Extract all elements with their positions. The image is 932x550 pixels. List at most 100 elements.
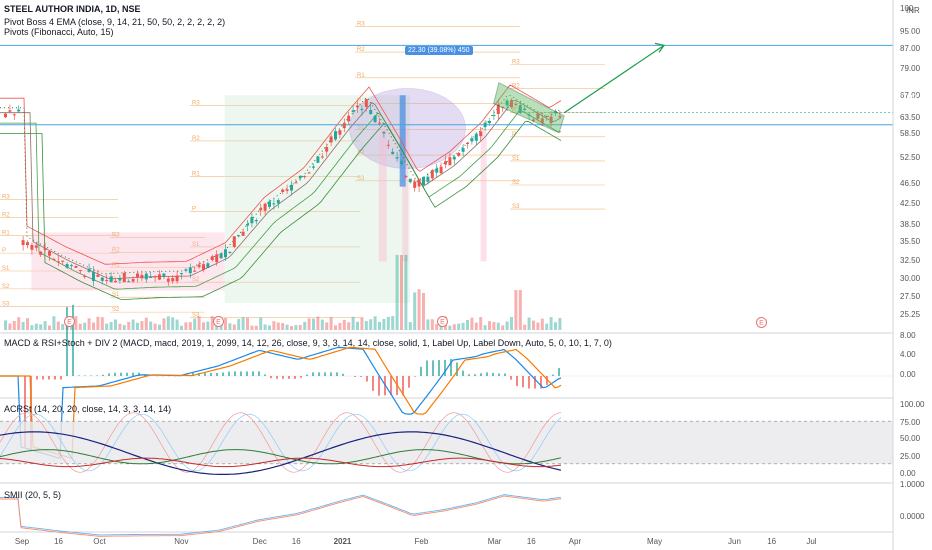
candle-body (118, 277, 122, 281)
macd-histogram-bar (276, 376, 278, 379)
candle-body (417, 179, 421, 187)
smii-axis-tick: 0.0000 (900, 512, 925, 521)
macd-histogram-bar (66, 306, 68, 376)
volume-bar (153, 323, 157, 330)
macd-histogram-bar (312, 372, 314, 376)
volume-bar (241, 317, 245, 330)
volume-bar (210, 316, 214, 330)
candle-body (303, 176, 307, 178)
macd-histogram-bar (54, 376, 56, 380)
price-tag-92: 92.00 (897, 32, 918, 41)
candle-body (540, 118, 544, 124)
candle-body (122, 272, 126, 283)
macd-histogram-bar (318, 372, 320, 376)
earnings-badge[interactable]: E (437, 316, 448, 327)
macd-histogram-bar (126, 372, 128, 376)
earnings-badge[interactable]: E (756, 317, 767, 328)
volume-bar (232, 324, 236, 330)
time-axis-tick: 2021 (334, 537, 352, 546)
volume-bar (290, 325, 293, 330)
measure-label: 22.30 (39.08%) 450 (405, 46, 473, 55)
candle-body (272, 203, 276, 205)
macd-histogram-bar (228, 371, 230, 376)
candle-body (158, 274, 161, 280)
volume-bar (312, 318, 315, 330)
candle-body (426, 176, 430, 182)
candle-body (202, 264, 205, 271)
candle-body (386, 144, 390, 146)
earnings-badge[interactable]: E (64, 316, 75, 327)
volume-bar (483, 325, 487, 330)
volume-bar (334, 325, 337, 330)
pivot-label: S2 (512, 180, 520, 186)
candle-body (78, 269, 82, 271)
macd-histogram-bar (90, 375, 92, 376)
volume-bar (43, 321, 47, 330)
pivot-label: S2 (112, 307, 120, 313)
candle-body (224, 249, 227, 258)
candle-body (298, 175, 302, 179)
macd-histogram-bar (360, 376, 362, 377)
macd-histogram-bar (198, 372, 200, 376)
di-minus-line (0, 457, 562, 468)
candle-body (87, 268, 91, 272)
macd-histogram-bar (36, 376, 38, 380)
volume-bar (250, 325, 254, 330)
smii-pane (0, 494, 562, 537)
candle-body (457, 152, 461, 156)
candle-body (17, 109, 21, 112)
price-axis-tick: 52.50 (900, 153, 921, 162)
candle-body (105, 279, 109, 281)
candle-body (188, 267, 192, 274)
macd-histogram-bar (264, 374, 266, 376)
macd-histogram-bar (342, 373, 344, 376)
volume-bar (175, 319, 179, 330)
time-axis-tick: 16 (527, 537, 536, 546)
candle-body (408, 178, 412, 183)
pivot-label: R2 (512, 84, 520, 90)
candle-body (206, 263, 210, 268)
time-axis-tick: Sep (15, 537, 30, 546)
candle-body (96, 274, 100, 277)
volume-bar (386, 316, 390, 330)
candle-body (268, 201, 271, 207)
candle-body (162, 273, 166, 277)
macd-histogram-bar (42, 376, 44, 380)
candle-body (461, 148, 465, 152)
candle-body (356, 105, 359, 108)
divergence-zone (402, 128, 409, 262)
volume-bar (259, 317, 263, 330)
adx-line (0, 431, 562, 475)
macd-histogram-bar (528, 376, 530, 389)
price-axis-tick: 38.50 (900, 220, 921, 229)
price-axis-tick: 79.00 (900, 64, 921, 73)
earnings-badge[interactable]: E (213, 316, 224, 327)
time-axis-tick: Mar (488, 537, 502, 546)
candle-body (329, 136, 333, 143)
volume-bar (92, 322, 95, 330)
volume-bar (184, 322, 188, 330)
macd-histogram-bar (138, 372, 140, 376)
pivot-label: R2 (357, 47, 365, 53)
volume-bar (510, 316, 513, 330)
volume-bar (285, 324, 289, 330)
pivot-label: S1 (112, 292, 120, 298)
time-axis-tick: Nov (174, 537, 188, 546)
volume-bar (479, 317, 483, 330)
candle-body (369, 109, 373, 115)
price-axis-tick: 95.00 (900, 27, 921, 36)
macd-histogram-bar (504, 373, 506, 376)
candle-body (56, 261, 60, 263)
volume-bar (276, 322, 280, 330)
time-axis-tick: May (647, 537, 662, 546)
time-axis-tick: Apr (569, 537, 582, 546)
price-axis-tick: 100 (900, 4, 914, 13)
volume-bar (422, 292, 425, 330)
pivot-label: R1 (2, 230, 10, 236)
volume-bar (48, 325, 51, 330)
acrsi-axis-tick: 25.00 (900, 452, 921, 461)
candle-body (140, 274, 144, 279)
candle-body (276, 200, 280, 204)
candle-body (488, 121, 491, 124)
